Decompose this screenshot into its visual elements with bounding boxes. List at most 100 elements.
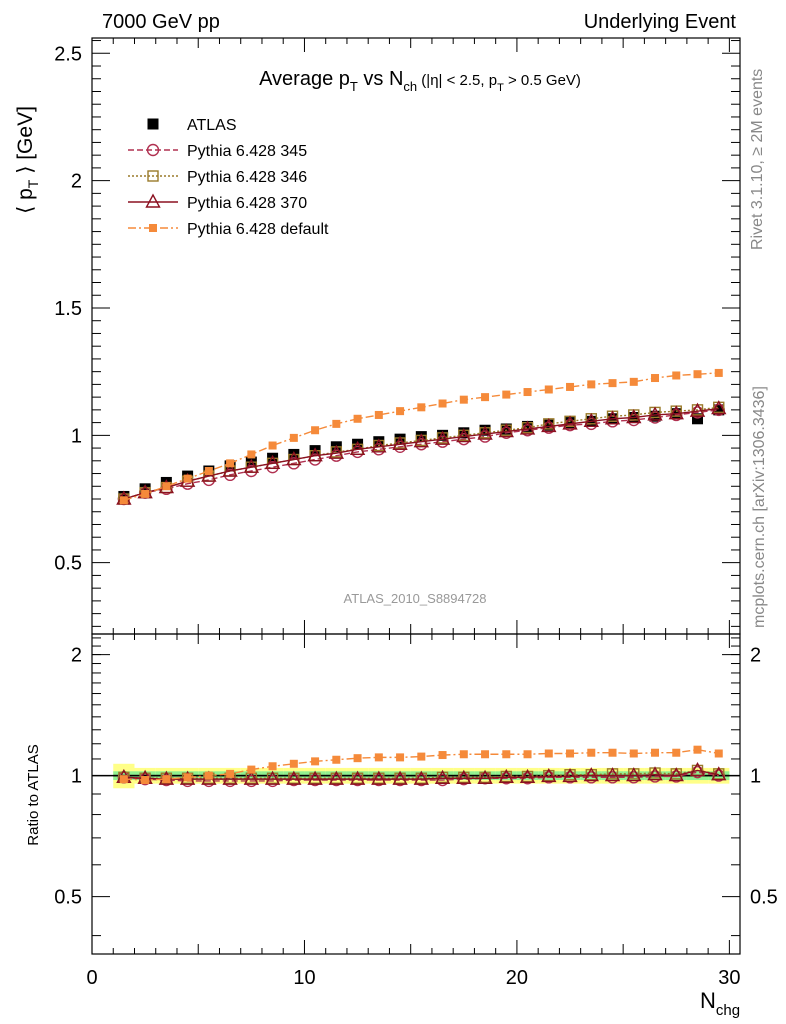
- point-triangle: [286, 451, 302, 466]
- point-triangle: [371, 438, 387, 453]
- point-square-filled: [311, 426, 320, 435]
- title-part-1: Average p: [259, 68, 350, 90]
- point-data: [373, 436, 385, 448]
- main-ytick-label: 2.5: [54, 43, 82, 65]
- ratio-panel: 0 10 20 30 0.5 0.5 1 1 2 2: [54, 633, 778, 989]
- ratio-point-triangle: [371, 770, 387, 785]
- point-triangle: [498, 423, 514, 438]
- point-square-filled: [714, 368, 723, 377]
- point-triangle: [562, 415, 578, 430]
- ratio-point-square-filled: [417, 752, 426, 761]
- ratio-point-square-filled: [693, 745, 702, 754]
- ratio-point-triangle: [413, 770, 429, 785]
- point-square-filled: [587, 380, 596, 389]
- ratio-point-square-filled: [587, 748, 596, 757]
- ratio-point-triangle: [711, 766, 727, 781]
- point-square-filled: [523, 388, 532, 397]
- xtick-label: 30: [718, 967, 740, 989]
- point-data: [713, 404, 725, 416]
- point-triangle: [519, 420, 536, 435]
- ratio-point-square-filled: [523, 750, 532, 759]
- ratio-point-square-filled: [141, 776, 150, 785]
- point-triangle: [434, 430, 451, 445]
- point-square-filled: [162, 482, 171, 491]
- ratio-point-square-filled: [629, 749, 638, 758]
- ratio-point-square-filled: [289, 759, 298, 768]
- series-line-4: [123, 372, 719, 501]
- legend-marker: [147, 118, 159, 130]
- ratio-point-triangle: [604, 767, 621, 782]
- point-triangle: [689, 402, 706, 417]
- point-triangle: [307, 447, 323, 462]
- point-square-filled: [183, 474, 192, 483]
- point-data: [543, 419, 555, 431]
- ratio-point-triangle: [647, 766, 663, 781]
- point-triangle: [264, 454, 281, 470]
- main-ytick-label: 1.5: [54, 298, 82, 320]
- point-triangle: [541, 417, 557, 433]
- point-square-filled: [481, 393, 490, 402]
- main-ytick-label: 1: [71, 425, 82, 447]
- ratio-point-square-filled: [438, 751, 447, 760]
- ylabel-sub: T: [25, 179, 41, 188]
- point-data: [692, 413, 704, 425]
- point-data: [649, 410, 661, 422]
- point-square-filled: [629, 377, 638, 386]
- ratio-ytick-label: 0.5: [54, 887, 82, 909]
- ratio-ylabel: Ratio to ATLAS: [25, 744, 42, 845]
- header-right: Underlying Event: [584, 11, 737, 33]
- ratio-point-triangle: [456, 769, 472, 784]
- point-square-filled: [608, 379, 617, 388]
- ratio-point-triangle: [349, 770, 366, 785]
- point-square-filled: [226, 459, 235, 468]
- ratio-point-triangle: [264, 770, 281, 785]
- xlabel-sub: chg: [716, 1002, 740, 1019]
- point-square-filled: [544, 385, 553, 394]
- point-data: [415, 431, 427, 443]
- ratio-point-square-filled: [162, 775, 171, 784]
- ratio-point-square-filled: [502, 750, 511, 759]
- point-triangle: [349, 440, 366, 456]
- ratio-point-square-filled: [183, 773, 192, 782]
- point-data: [479, 424, 491, 436]
- point-square-filled: [289, 433, 298, 442]
- ratio-point-square-filled: [332, 755, 341, 764]
- header-left: 7000 GeV pp: [102, 11, 220, 33]
- point-square-filled: [438, 399, 447, 408]
- ratio-point-triangle: [392, 770, 408, 785]
- ratio-point-triangle: [498, 768, 514, 784]
- ratio-point-square-filled: [672, 748, 681, 757]
- ratio-point-square-filled: [226, 769, 235, 778]
- ratio-ytick-label-right: 2: [750, 645, 761, 667]
- legend-marker: [147, 170, 159, 182]
- ratio-point-triangle: [583, 767, 599, 782]
- xtick-label: 0: [86, 967, 97, 989]
- title-part-2: vs N: [358, 68, 404, 90]
- point-triangle: [583, 412, 599, 428]
- ratio-point-triangle: [477, 769, 493, 784]
- series-line-3: [123, 407, 719, 500]
- main-ylabel: ⟨ pT ⟩ [GeV]: [14, 106, 41, 214]
- main-ytick-label: 2: [71, 171, 82, 193]
- ratio-point-square-filled: [608, 748, 617, 757]
- xtick-label: 20: [506, 967, 528, 989]
- ratio-point-square-filled: [311, 757, 320, 766]
- ratio-frame: [91, 633, 741, 955]
- legend: ATLAS Pythia 6.428 345 Pythia 6.428 346 Pyt…: [128, 117, 329, 238]
- point-square-filled: [566, 382, 575, 391]
- main-panel: 0.5 1 1.5 2 2.5: [54, 37, 741, 635]
- point-square-filled: [502, 390, 511, 399]
- ratio-point-triangle: [243, 770, 260, 785]
- legend-label: Pythia 6.428 default: [187, 221, 329, 238]
- ratio-line-2: [123, 769, 719, 779]
- point-data: [500, 423, 512, 435]
- ratio-point-square-filled: [714, 749, 723, 758]
- xtick-label: 10: [293, 967, 315, 989]
- point-data: [564, 417, 576, 429]
- ratio-point-triangle: [328, 770, 345, 785]
- point-triangle: [604, 410, 621, 425]
- ratio-point-square-filled: [247, 765, 256, 774]
- mcplots-label: mcplots.cern.ch [arXiv:1306.3436]: [751, 386, 768, 628]
- point-triangle: [328, 444, 345, 459]
- point-square-filled: [332, 419, 341, 428]
